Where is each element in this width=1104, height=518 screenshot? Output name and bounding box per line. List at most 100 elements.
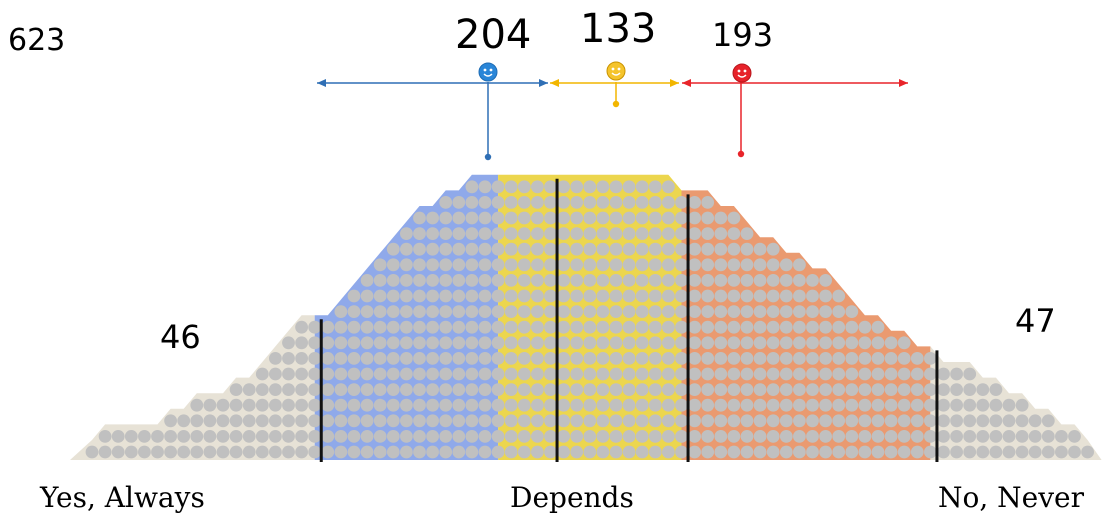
dot [675,336,688,350]
dot [504,289,518,303]
dot [1028,445,1042,459]
dot [439,320,453,334]
dot [426,305,439,318]
dot [491,414,505,428]
dot [557,367,570,381]
dot [740,414,754,428]
dot [295,398,308,412]
dot [779,336,793,350]
dot [806,367,819,381]
dot [583,430,597,443]
dot [1041,414,1055,428]
dot [465,336,479,350]
dot [662,352,675,365]
dot [308,398,322,412]
dot [596,430,610,443]
dot [531,289,544,303]
dot [491,258,505,272]
dot [609,336,623,350]
x-label-depends: Depends [510,481,634,514]
dot [295,336,308,350]
dot [334,320,348,334]
dot [727,367,741,381]
dot [793,289,806,303]
dot [229,445,243,459]
dot [989,414,1003,428]
dot [360,352,374,365]
dot [386,352,400,365]
dot [622,383,636,396]
dot [963,383,977,396]
dot [609,352,623,365]
dot [622,242,636,256]
dot [609,414,623,428]
dot [740,320,754,334]
dot [360,398,374,412]
dot [609,196,623,209]
dot [910,367,924,381]
dot [806,445,819,459]
dot [688,258,701,272]
dot [832,367,846,381]
dot [400,445,413,459]
dot [688,398,701,412]
dot [675,445,688,459]
dot [426,211,439,225]
dot [648,352,662,365]
dot [557,414,570,428]
dot [701,258,715,272]
dot [321,414,335,428]
dot [360,336,374,350]
dot [924,398,937,412]
red-pointer-dot [737,150,745,158]
dot [963,398,977,412]
dot [386,336,400,350]
dot [282,352,295,365]
dot [819,336,832,350]
dot [544,258,557,272]
dot [648,227,662,241]
dot [976,445,990,459]
dot [439,196,453,209]
dot [635,352,649,365]
dot [701,227,715,241]
dot [648,196,662,209]
dot [596,274,610,287]
dot [295,367,308,381]
dot [1081,445,1094,459]
yellow-range-arrow [550,79,679,87]
dot [269,414,282,428]
dot [491,289,505,303]
dot [727,274,741,287]
dot [832,320,846,334]
dot [229,398,243,412]
dot [989,383,1003,396]
dot [478,196,492,209]
dot [583,414,597,428]
dot [544,227,557,241]
dot [622,180,636,194]
dot [832,445,846,459]
dot [557,398,570,412]
dot [662,336,675,350]
dot [832,383,846,396]
dot [426,242,439,256]
segment-label-red: 193 [712,16,773,54]
dot [504,367,518,381]
segment-label-no-never: 47 [1015,302,1056,340]
dot [622,305,636,318]
dot [478,383,492,396]
dot [216,398,230,412]
dot [596,367,610,381]
dot [740,274,754,287]
dot [701,274,715,287]
dot [452,258,466,272]
dot [766,383,780,396]
dot [373,305,387,318]
dot [557,320,570,334]
dot [177,445,191,459]
x-label-yes-always: Yes, Always [39,481,205,514]
dot [360,383,374,396]
dot [832,430,846,443]
dot [570,180,584,194]
